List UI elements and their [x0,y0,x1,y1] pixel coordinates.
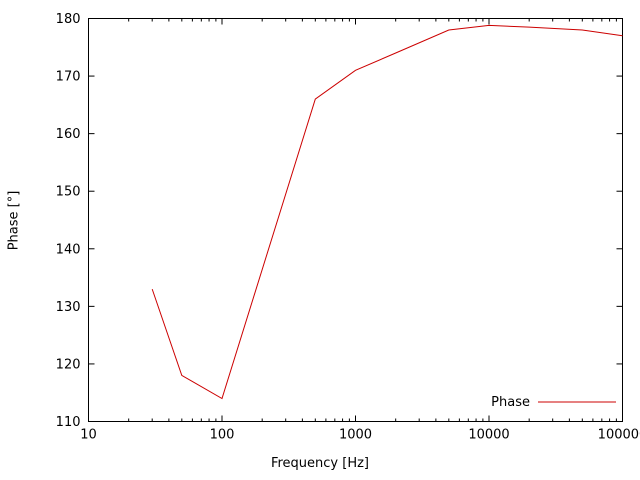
y-tick-label: 150 [56,185,81,200]
y-tick-label: 160 [56,127,81,142]
y-axis-label: Phase [°] [6,190,22,251]
legend-entry-phase: Phase [491,395,530,410]
x-axis-label: Frequency [Hz] [270,456,370,471]
y-tick-label: 180 [56,12,81,27]
x-tick-label: 100000 [598,428,640,443]
x-tick-label: 1000 [339,428,372,443]
x-tick-label: 100 [210,428,235,443]
x-tick-label: 10 [80,428,97,443]
y-tick-label: 120 [56,357,81,372]
y-tick-label: 140 [56,242,81,257]
phase-line [151,24,623,400]
x-tick-label: 10000 [468,428,509,443]
y-tick-label: 130 [56,300,81,315]
y-tick-label: 110 [56,415,81,430]
y-tick-label: 170 [56,70,81,85]
plot-border [88,18,623,422]
